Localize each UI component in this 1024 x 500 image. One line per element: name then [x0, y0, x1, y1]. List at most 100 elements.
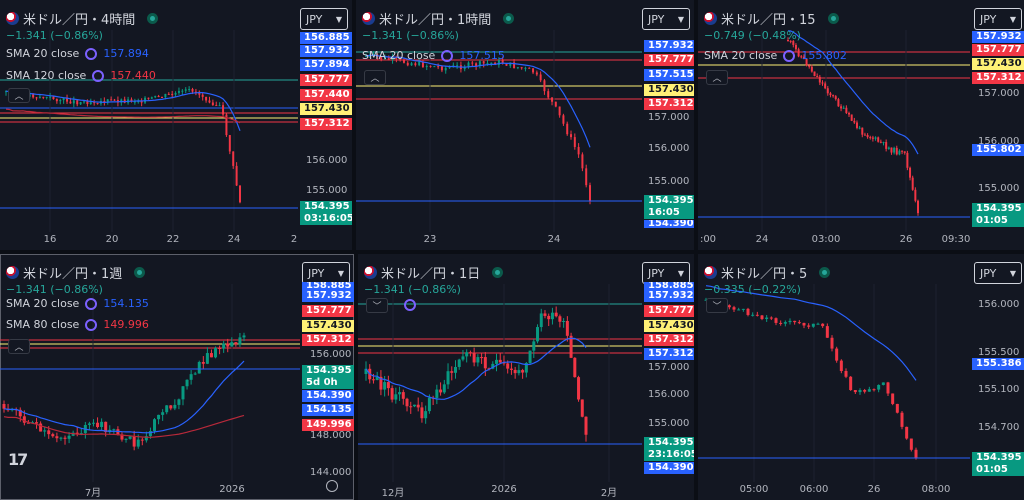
candle-body	[581, 154, 584, 169]
sma-legend-row[interactable]: SMA 20 close 157.515	[362, 49, 505, 62]
currency-select[interactable]: JPY ▼	[300, 8, 348, 30]
candle-body	[391, 57, 394, 60]
price-axis-label: 155.000	[648, 176, 690, 187]
chart-panel-5m[interactable]: 米ドル／円・5 −0.335 (−0.22%) ﹀ JPY ▼ 156.000 1…	[698, 254, 1024, 500]
symbol-title[interactable]: 米ドル／円・1週	[6, 263, 146, 282]
candle-body	[136, 439, 140, 447]
time-axis-label: 09:30	[941, 234, 971, 245]
currency-select[interactable]: JPY ▼	[642, 8, 690, 30]
candle-body	[128, 436, 132, 439]
candle-body	[844, 370, 848, 377]
candle-body	[59, 100, 62, 102]
indicator-visibility[interactable]	[404, 299, 416, 311]
tradingview-logo-icon[interactable]: 17	[8, 450, 28, 469]
sma-legend-row[interactable]: SMA 20 close 155.802	[704, 49, 847, 62]
sma-visibility-icon[interactable]	[441, 49, 454, 62]
time-axis-label: 12月	[381, 488, 405, 499]
sma-visibility-icon[interactable]	[85, 47, 98, 60]
candle-body	[86, 101, 89, 104]
candle-body	[872, 389, 876, 391]
expand-legend-button[interactable]: ﹀	[366, 298, 388, 313]
symbol-title[interactable]: 米ドル／円・15	[704, 9, 839, 28]
candle-body	[144, 436, 148, 441]
chevron-down-icon: ▼	[677, 268, 684, 278]
candle-body	[63, 437, 67, 439]
settings-gear-icon[interactable]	[326, 480, 338, 492]
collapse-legend-button[interactable]: ︿	[8, 339, 30, 354]
sma-value: 154.135	[103, 297, 149, 310]
candle-body	[577, 377, 581, 400]
candle-body	[161, 412, 165, 415]
currency-select[interactable]: JPY ▼	[642, 262, 690, 284]
price-tag: 157.777	[300, 74, 352, 86]
candle-body	[811, 323, 815, 327]
sma-legend-row[interactable]: SMA 120 close 157.440	[6, 69, 156, 82]
current-price: 154.395	[648, 195, 694, 206]
sma-legend-row[interactable]: SMA 20 close 157.894	[6, 47, 149, 60]
collapse-legend-button[interactable]: ︿	[706, 70, 728, 85]
candle-body	[486, 63, 489, 65]
candle-body	[132, 436, 136, 447]
candle-body	[437, 66, 440, 68]
candle-body	[554, 101, 557, 107]
candle-body	[732, 307, 736, 310]
collapse-legend-button[interactable]: ︿	[8, 88, 30, 103]
chart-panel-1d[interactable]: 米ドル／円・1日 −1.341 (−0.86%) ﹀ JPY ▼ 158.885 …	[358, 254, 694, 500]
candle-body	[877, 137, 880, 142]
sma-legend-row[interactable]: SMA 20 close 154.135	[6, 297, 149, 310]
sma-visibility-icon[interactable]	[85, 297, 98, 310]
symbol-title[interactable]: 米ドル／円・1日	[364, 263, 504, 282]
chart-panel-15m[interactable]: 米ドル／円・15 −0.749 (−0.48%) SMA 20 close 15…	[698, 0, 1024, 250]
bar-countdown: 03:16:05	[304, 213, 352, 224]
candle-body	[861, 127, 864, 135]
symbol-title[interactable]: 米ドル／円・5	[704, 263, 831, 282]
candle-body	[566, 123, 569, 135]
candle-body	[429, 65, 432, 67]
candle-body	[505, 63, 508, 66]
candle-body	[365, 55, 367, 57]
price-tag: 157.430	[644, 320, 694, 332]
sma-price-tag: 155.386	[972, 358, 1024, 370]
candle-body	[399, 58, 402, 60]
chart-panel-4h[interactable]: 米ドル／円・4時間 −1.341 (−0.86%) SMA 20 close 1…	[0, 0, 352, 250]
candlestick-chart-1h[interactable]	[356, 0, 694, 250]
candle-body	[577, 146, 580, 155]
chart-panel-1h[interactable]: 米ドル／円・1時間 −1.341 (−0.86%) SMA 20 close 1…	[356, 0, 694, 250]
candle-body	[420, 407, 424, 419]
candle-body	[516, 67, 519, 69]
candle-body	[893, 147, 896, 153]
candle-body	[35, 422, 39, 424]
sma-visibility-icon[interactable]	[783, 49, 796, 62]
currency-select[interactable]: JPY ▼	[302, 262, 350, 284]
currency-select[interactable]: JPY ▼	[974, 262, 1022, 284]
candle-body	[570, 134, 573, 138]
candle-body	[185, 379, 189, 387]
market-open-icon	[819, 267, 831, 278]
candle-body	[120, 434, 124, 440]
moving-average-line	[787, 30, 919, 155]
sma-visibility-icon[interactable]	[85, 318, 98, 331]
candle-body	[395, 57, 398, 59]
symbol-title[interactable]: 米ドル／円・4時間	[6, 9, 159, 28]
price-tag: 157.932	[972, 31, 1024, 43]
collapse-legend-button[interactable]: ︿	[364, 70, 386, 85]
sma-legend-row[interactable]: SMA 80 close 149.996	[6, 318, 149, 331]
currency-select[interactable]: JPY ▼	[974, 8, 1022, 30]
candle-body	[110, 99, 113, 101]
candle-body	[43, 430, 47, 432]
sma-visibility-icon[interactable]	[92, 69, 105, 82]
candlestick-chart-1d[interactable]	[358, 254, 694, 500]
symbol-title-text: 米ドル／円・1週	[23, 267, 123, 282]
candlestick-chart-15m[interactable]	[698, 0, 1024, 250]
symbol-title[interactable]: 米ドル／円・1時間	[362, 9, 515, 28]
candlestick-chart-1w[interactable]	[0, 254, 354, 500]
candle-body	[821, 82, 824, 84]
candle-body	[810, 66, 813, 72]
price-change: −0.749 (−0.48%)	[704, 29, 801, 42]
sma-visibility-icon[interactable]	[404, 299, 416, 311]
expand-legend-button[interactable]: ﹀	[706, 298, 728, 313]
chart-panel-1w[interactable]: 米ドル／円・1週 −1.341 (−0.86%) SMA 20 close 15…	[0, 254, 354, 500]
price-tag: 157.430	[972, 58, 1024, 70]
candle-body	[100, 421, 104, 428]
candle-body	[475, 63, 478, 67]
